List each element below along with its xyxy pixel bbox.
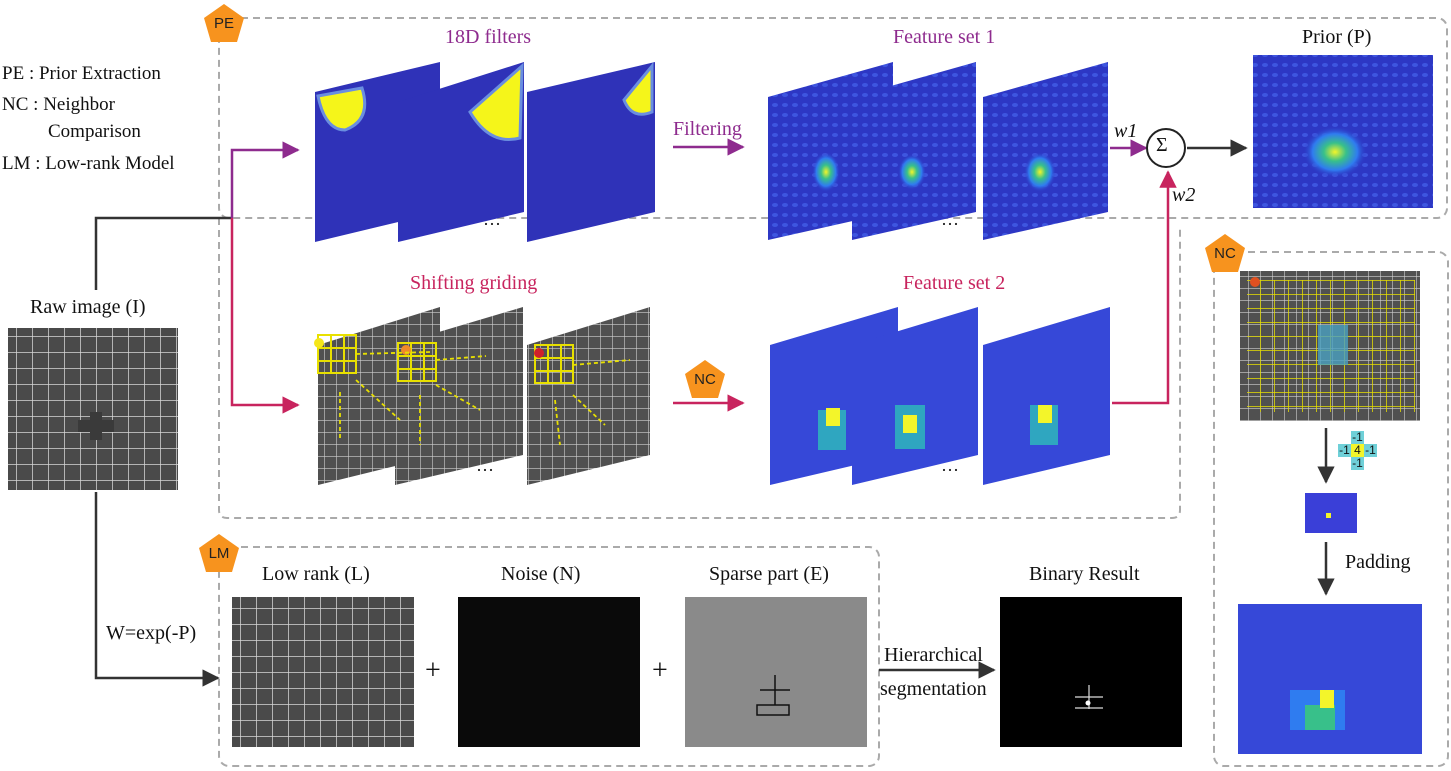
griding-stack	[314, 307, 650, 485]
nc-inline-badge: NC	[683, 358, 727, 402]
pe-badge: PE	[202, 2, 246, 46]
noise-image	[458, 597, 640, 747]
feature-set-1-stack	[768, 62, 1108, 240]
hierarchical-label-2: segmentation	[880, 678, 987, 700]
ellipsis-griding: ···	[476, 460, 494, 480]
hierarchical-label-1: Hierarchical	[884, 644, 983, 666]
prior-label: Prior (P)	[1302, 26, 1372, 48]
ellipsis-filters: ···	[483, 214, 501, 234]
raw-image-target	[78, 412, 114, 440]
sum-node	[1146, 128, 1186, 168]
arrow-to-filters	[230, 141, 300, 218]
feature-set-1-label: Feature set 1	[893, 26, 996, 48]
nc-panel	[1213, 251, 1449, 767]
pe-panel-top	[218, 17, 1448, 219]
stencil-left: -1	[1338, 443, 1351, 457]
low-rank-image	[232, 597, 414, 747]
sparse-image	[685, 597, 867, 747]
w1-label: w1	[1114, 120, 1138, 142]
legend-pe: PE : Prior Extraction	[2, 63, 161, 84]
padded-map	[1238, 604, 1422, 754]
filter-stack	[315, 61, 655, 242]
raw-to-branch-line	[94, 216, 232, 290]
sum-symbol: Σ	[1156, 134, 1168, 156]
shifting-griding-label: Shifting griding	[410, 272, 538, 294]
padding-label: Padding	[1345, 551, 1411, 573]
low-rank-label: Low rank (L)	[262, 563, 370, 585]
raw-image	[8, 328, 178, 490]
lm-panel	[218, 546, 880, 767]
noise-label: Noise (N)	[501, 563, 581, 585]
w2-label: w2	[1172, 184, 1196, 206]
stencil-right: -1	[1364, 443, 1377, 457]
weight-formula-label: W=exp(-P)	[106, 622, 197, 644]
w2-arrow	[1112, 170, 1177, 405]
binary-result-label: Binary Result	[1029, 563, 1140, 585]
filters-label: 18D filters	[445, 26, 532, 48]
sparse-label: Sparse part (E)	[709, 563, 829, 585]
filtering-label: Filtering	[673, 118, 742, 140]
stencil-center: 4	[1351, 444, 1364, 457]
arrow-to-lm	[94, 492, 220, 687]
plus-sign-2: +	[652, 655, 668, 686]
nc-grid-start-dot	[1250, 277, 1260, 287]
binary-result-image	[1000, 597, 1182, 747]
ellipsis-feature-2: ···	[941, 460, 959, 480]
ellipsis-feature-1: ···	[941, 214, 959, 234]
legend-nc: NC : Neighbor	[2, 94, 115, 115]
arrow-to-griding	[230, 218, 300, 414]
raw-image-label: Raw image (I)	[30, 296, 146, 318]
pe-panel-bottom	[218, 218, 1181, 519]
feature-set-2-stack	[770, 307, 1110, 485]
legend-nc-cont: Comparison	[48, 121, 141, 142]
nc-panel-badge: NC	[1203, 232, 1247, 276]
legend-lm: LM : Low-rank Model	[2, 153, 175, 174]
stencil-top: -1	[1351, 430, 1364, 444]
stencil-bottom: -1	[1351, 456, 1364, 470]
plus-sign-1: +	[425, 655, 441, 686]
lm-badge: LM	[197, 532, 241, 576]
feature-set-2-label: Feature set 2	[903, 272, 1006, 294]
